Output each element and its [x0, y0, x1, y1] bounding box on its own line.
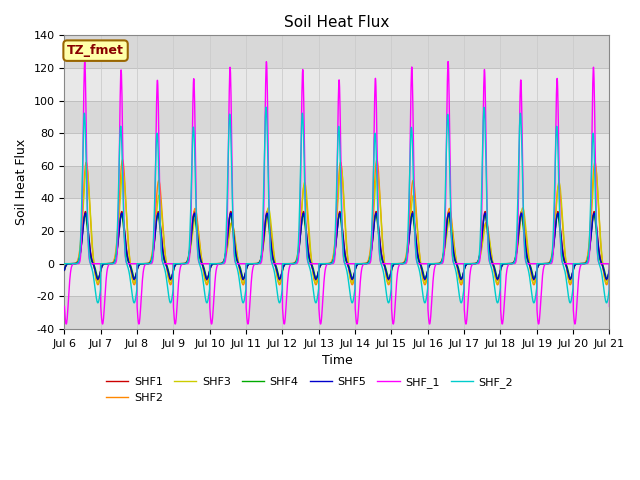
- Legend: SHF1, SHF2, SHF3, SHF4, SHF5, SHF_1, SHF_2: SHF1, SHF2, SHF3, SHF4, SHF5, SHF_1, SHF…: [102, 372, 518, 407]
- SHF3: [203, 280, 211, 286]
- SHF_2: [312, 300, 320, 306]
- SHF5: [573, 261, 580, 267]
- Bar: [65, 101, 609, 133]
- SHF4: [567, 276, 575, 281]
- Bar: [65, 166, 609, 198]
- SHF_1: [496, 261, 504, 266]
- SHF_2: [496, 291, 504, 297]
- SHF4: [557, 244, 565, 250]
- SHF_1: [605, 303, 613, 309]
- SHF_1: [365, 261, 372, 266]
- SHF1: [61, 267, 68, 273]
- Line: SHF_2: SHF_2: [65, 107, 609, 303]
- SHF5: [353, 262, 361, 268]
- SHF_1: [172, 321, 179, 327]
- Line: SHF5: SHF5: [65, 213, 609, 279]
- SHF2: [558, 210, 566, 216]
- SHF1: [312, 277, 320, 283]
- SHF1: [353, 262, 361, 268]
- SHF1: [496, 271, 504, 277]
- SHF4: [605, 267, 613, 273]
- Title: Soil Heat Flux: Soil Heat Flux: [284, 15, 390, 30]
- SHF2: [212, 261, 220, 266]
- SHF5: [336, 210, 344, 216]
- Line: SHF2: SHF2: [65, 160, 609, 285]
- SHF5: [312, 276, 320, 282]
- SHF_1: [444, 59, 452, 64]
- SHF1: [573, 261, 580, 267]
- SHF4: [365, 259, 372, 265]
- SHF4: [353, 263, 360, 268]
- SHF2: [353, 261, 360, 266]
- SHF1: [605, 267, 613, 273]
- SHF5: [605, 267, 613, 273]
- SHF_2: [262, 104, 270, 110]
- SHF5: [365, 259, 372, 265]
- SHF2: [118, 157, 126, 163]
- SHF2: [496, 276, 504, 282]
- Line: SHF_1: SHF_1: [65, 61, 609, 324]
- SHF_2: [558, 255, 566, 261]
- SHF3: [557, 200, 565, 205]
- SHF_2: [365, 260, 372, 265]
- SHF3: [573, 261, 580, 266]
- SHF_2: [573, 261, 580, 266]
- SHF_1: [61, 303, 68, 309]
- SHF3: [365, 258, 372, 264]
- Bar: [65, 264, 609, 296]
- Line: SHF3: SHF3: [65, 167, 609, 283]
- Bar: [65, 231, 609, 264]
- SHF2: [61, 261, 68, 266]
- Bar: [65, 198, 609, 231]
- SHF4: [495, 272, 503, 278]
- SHF5: [61, 267, 68, 273]
- SHF4: [61, 267, 68, 273]
- SHF_1: [353, 321, 360, 327]
- SHF5: [558, 241, 566, 247]
- SHF2: [365, 257, 372, 263]
- SHF3: [353, 261, 360, 266]
- SHF4: [118, 212, 125, 217]
- Line: SHF1: SHF1: [65, 212, 609, 280]
- X-axis label: Time: Time: [321, 354, 352, 367]
- SHF5: [212, 261, 220, 266]
- Text: TZ_fmet: TZ_fmet: [67, 44, 124, 57]
- SHF2: [573, 261, 580, 266]
- SHF3: [495, 274, 503, 280]
- SHF_1: [573, 301, 580, 307]
- SHF_2: [605, 261, 613, 266]
- SHF1: [365, 259, 372, 264]
- SHF2: [605, 261, 613, 266]
- SHF4: [212, 261, 220, 266]
- SHF3: [605, 261, 613, 266]
- Line: SHF4: SHF4: [65, 215, 609, 278]
- SHF2: [494, 282, 502, 288]
- Bar: [65, 36, 609, 68]
- SHF1: [336, 209, 344, 215]
- SHF1: [212, 261, 220, 266]
- SHF_2: [61, 261, 68, 266]
- SHF_2: [212, 261, 220, 266]
- SHF3: [212, 261, 220, 266]
- Y-axis label: Soil Heat Flux: Soil Heat Flux: [15, 139, 28, 225]
- SHF_1: [558, 257, 566, 263]
- SHF1: [558, 240, 566, 245]
- Bar: [65, 133, 609, 166]
- SHF_2: [353, 261, 361, 266]
- SHF3: [591, 164, 599, 169]
- Bar: [65, 68, 609, 101]
- SHF3: [61, 261, 68, 266]
- Bar: [65, 296, 609, 329]
- SHF4: [573, 261, 580, 267]
- SHF_1: [212, 265, 220, 271]
- SHF5: [496, 271, 504, 276]
